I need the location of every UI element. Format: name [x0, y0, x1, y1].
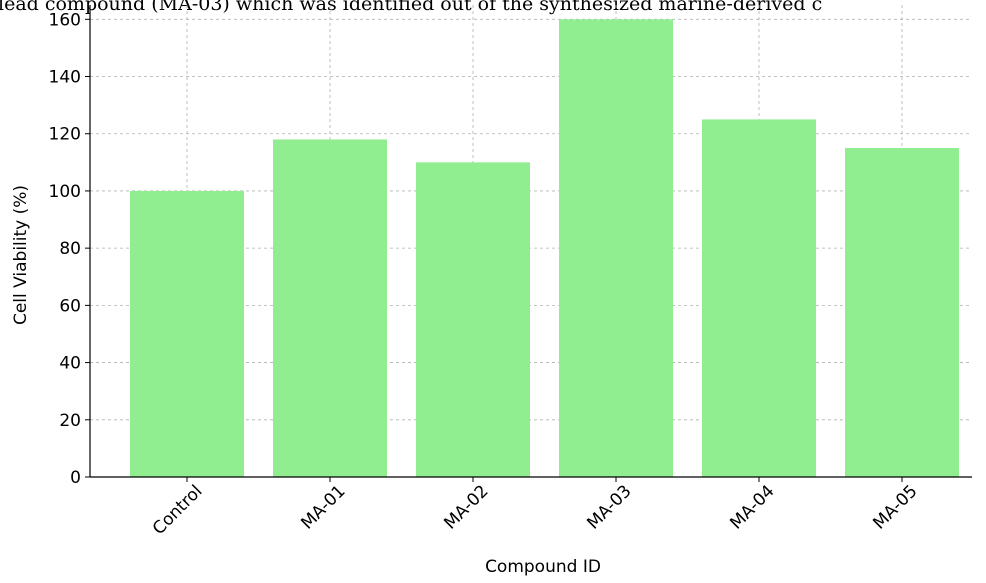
bar-ma-03 — [559, 19, 673, 477]
bar-ma-01 — [273, 139, 387, 477]
y-tick-label: 40 — [59, 354, 81, 374]
x-tick-label: MA-04 — [726, 481, 778, 533]
figure-caption: lead compound (MA-03) which was identifi… — [0, 0, 822, 15]
x-tick-label: MA-01 — [297, 481, 349, 533]
bar-ma-02 — [416, 162, 530, 478]
bar-ma-05 — [845, 148, 959, 477]
x-tick-label: Control — [149, 481, 207, 539]
y-tick-label: 20 — [59, 411, 81, 431]
x-tick-label: MA-05 — [869, 481, 921, 533]
bar-ma-04 — [702, 119, 816, 477]
y-tick-label: 160 — [49, 10, 81, 30]
axes — [89, 5, 972, 478]
y-axis-ticks: 0 20 40 60 80 100 120 140 160 — [49, 10, 90, 488]
y-axis-label: Cell Viability (%) — [11, 185, 31, 325]
bar-control — [130, 190, 244, 477]
y-tick-label: 140 — [49, 68, 81, 88]
y-tick-label: 80 — [59, 239, 81, 259]
x-tick-label: MA-03 — [583, 481, 635, 533]
y-tick-label: 100 — [49, 182, 81, 202]
x-axis-label: Compound ID — [485, 557, 601, 577]
y-tick-label: 60 — [59, 296, 81, 316]
bars — [130, 19, 959, 478]
y-tick-label: 0 — [70, 468, 81, 488]
x-tick-label: MA-02 — [440, 481, 492, 533]
x-axis-ticks: Control MA-01 MA-02 MA-03 MA-04 MA-05 — [149, 477, 922, 539]
y-tick-label: 120 — [49, 125, 81, 145]
